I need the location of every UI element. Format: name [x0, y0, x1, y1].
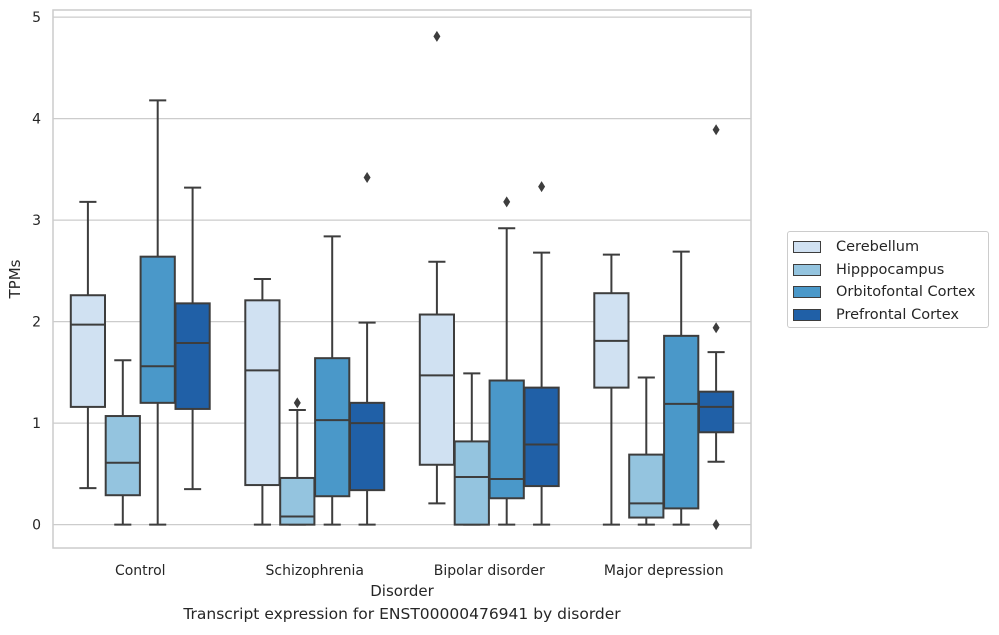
box [418, 313, 456, 466]
outlier-point [712, 519, 720, 531]
box-hipppocampus [104, 359, 141, 526]
legend-label: Orbitofontal Cortex [836, 284, 976, 301]
y-tick-label: 3 [32, 213, 41, 229]
plot-frame [52, 9, 752, 549]
y-tick-labels: 0 1 2 3 4 5 [32, 10, 41, 534]
legend-label: Prefrontal Cortex [836, 306, 959, 323]
y-tick-label: 0 [32, 518, 41, 534]
legend-swatch [793, 263, 821, 276]
legend-swatch [793, 308, 821, 321]
outlier-point [433, 30, 441, 42]
box-orbitofontal-cortex [663, 250, 700, 526]
legend-item: Prefrontal Cortex [788, 304, 988, 327]
box [314, 357, 351, 498]
box-hipppocampus [279, 397, 316, 526]
box [453, 440, 490, 526]
box-orbitofontal-cortex [139, 99, 176, 526]
box [139, 255, 176, 404]
x-tick-label: Control [115, 563, 166, 579]
box-hipppocampus [628, 376, 665, 526]
x-tick-label: Schizophrenia [266, 563, 364, 579]
box [697, 390, 735, 434]
box [174, 302, 211, 410]
x-tick-label: Bipolar disorder [434, 563, 545, 579]
box-prefrontal-cortex [697, 124, 735, 531]
y-tick-label: 1 [32, 416, 41, 432]
legend-item: Orbitofontal Cortex [788, 281, 988, 304]
legend: Cerebellum Hipppocampus Orbitofontal Cor… [787, 231, 989, 328]
legend-item: Hipppocampus [788, 259, 988, 282]
box-cerebellum [418, 30, 456, 505]
box [628, 453, 665, 519]
legend-label: Hipppocampus [836, 261, 945, 278]
x-axis-label: Disorder [370, 582, 434, 600]
outlier-point [363, 171, 371, 183]
chart-caption: Transcript expression for ENST0000047694… [183, 605, 621, 623]
legend-label: Cerebellum [836, 239, 920, 256]
box [244, 299, 281, 487]
box-cerebellum [244, 278, 281, 526]
box [488, 379, 525, 500]
box [523, 386, 560, 488]
box [663, 334, 700, 510]
outlier-point [503, 196, 511, 208]
y-tick-label: 2 [32, 315, 41, 331]
legend-swatch [793, 286, 821, 299]
y-tick-label: 4 [32, 112, 41, 128]
box-cerebellum [69, 200, 107, 490]
legend-item: Cerebellum [788, 236, 988, 259]
x-tick-labels: Control Schizophrenia Bipolar disorder Majo… [115, 563, 724, 579]
outlier-point [293, 397, 301, 409]
box [279, 476, 316, 526]
outlier-point [538, 181, 546, 193]
legend-swatch [793, 241, 821, 254]
outlier-point [712, 322, 720, 334]
box-cerebellum [593, 253, 630, 526]
y-axis-label: TPMs [6, 259, 24, 299]
box-prefrontal-cortex [174, 186, 211, 491]
box-series [69, 30, 735, 531]
box [104, 415, 141, 497]
box-prefrontal-cortex [348, 171, 386, 526]
y-tick-label: 5 [32, 10, 41, 26]
box-hipppocampus [453, 372, 490, 526]
box [348, 401, 386, 492]
x-tick-label: Major depression [604, 563, 724, 579]
box-orbitofontal-cortex [488, 196, 525, 526]
box-prefrontal-cortex [523, 181, 560, 526]
box-orbitofontal-cortex [314, 235, 351, 526]
outlier-point [712, 124, 720, 136]
box [69, 294, 107, 408]
